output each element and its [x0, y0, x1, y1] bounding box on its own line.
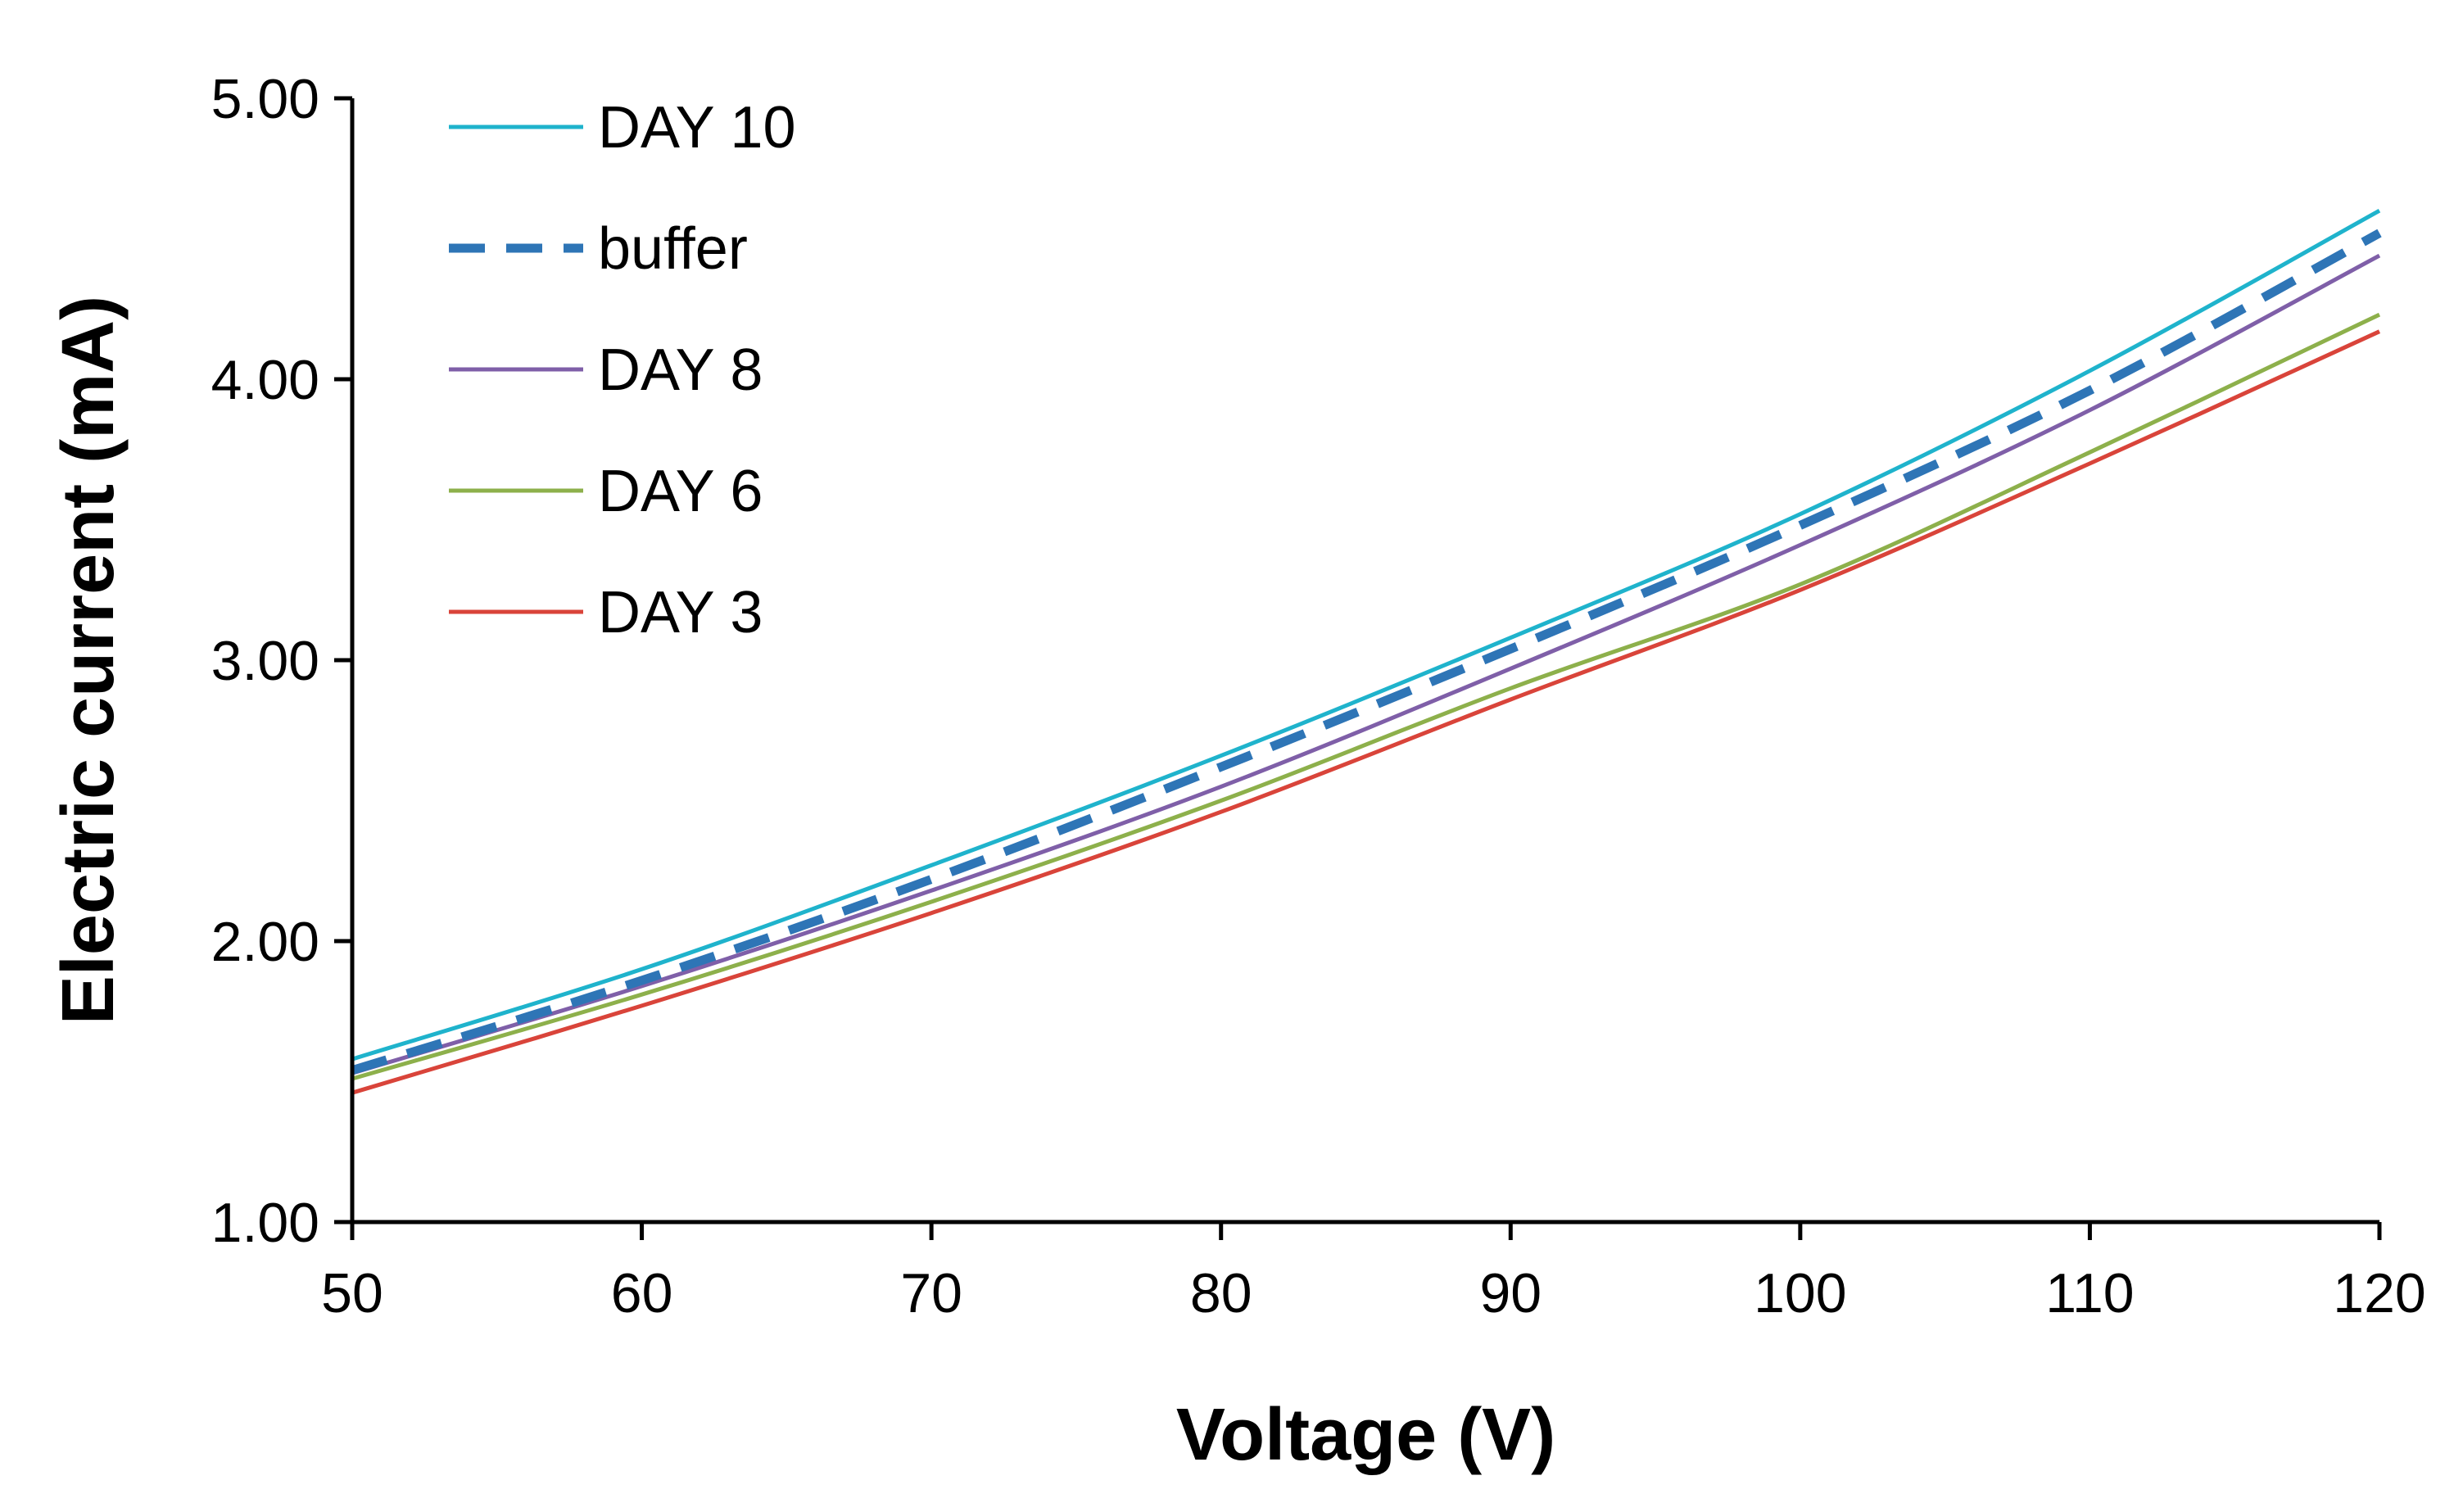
x-tick-label: 80: [1190, 1262, 1252, 1324]
series-line-day-3: [351, 329, 2381, 1095]
series-line-buffer: [351, 229, 2382, 1075]
legend-label-buffer: buffer: [598, 216, 748, 282]
y-tick-label: 3.00: [211, 630, 319, 692]
x-tick-label: 120: [2333, 1262, 2425, 1324]
y-tick-label: 1.00: [211, 1192, 319, 1254]
x-tick-label: 100: [1754, 1262, 1846, 1324]
y-tick-label: 2.00: [211, 911, 319, 973]
legend-label-day-3: DAY 3: [598, 580, 763, 645]
legend-label-day-10: DAY 10: [598, 95, 796, 161]
x-tick-label: 60: [611, 1262, 673, 1324]
x-tick-label: 110: [2045, 1262, 2134, 1324]
y-tick-label: 4.00: [211, 349, 319, 411]
x-tick-label: 70: [900, 1262, 962, 1324]
legend-label-day-6: DAY 6: [598, 459, 763, 524]
x-tick-label: 50: [321, 1262, 383, 1324]
y-axis-title: Electric current (mA): [48, 296, 129, 1025]
x-axis-title: Voltage (V): [1176, 1394, 1555, 1476]
series-line-day-6: [351, 312, 2381, 1081]
series-line-day-10: [351, 209, 2381, 1062]
series-layer: [351, 209, 2382, 1095]
legend-label-day-8: DAY 8: [598, 337, 763, 403]
x-tick-label: 90: [1479, 1262, 1542, 1324]
series-line-day-8: [351, 253, 2381, 1075]
ticks-layer: 1.00 2.00 3.00 4.00 5.00 50 60 70 80 90 100 110 120: [211, 68, 2426, 1324]
y-tick-label: 5.00: [211, 68, 319, 130]
legend: DAY 10 buffer DAY 8 DAY 6 DAY 3: [449, 95, 796, 645]
